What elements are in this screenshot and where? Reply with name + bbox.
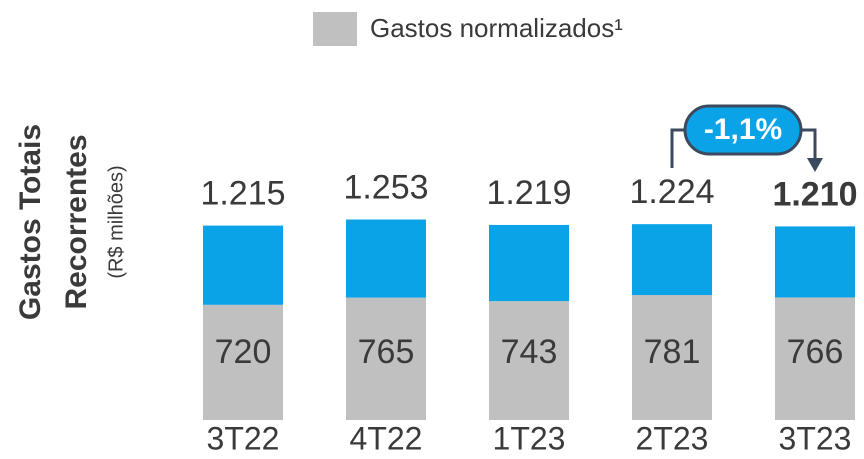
x-tick-label: 3T22 <box>207 420 280 456</box>
segment-label: 766 <box>787 333 844 371</box>
legend-label: Gastos normalizados¹ <box>370 13 623 43</box>
y-title: Gastos Totais <box>14 124 47 320</box>
x-tick-label: 2T23 <box>636 420 709 456</box>
change-label: -1,1% <box>704 113 782 146</box>
bar-segment <box>775 297 855 420</box>
x-tick-label: 4T22 <box>350 420 423 456</box>
total-label: 1.210 <box>772 175 857 213</box>
total-label: 1.253 <box>343 169 428 207</box>
total-label: 1.224 <box>629 173 714 211</box>
bar-segment <box>346 219 426 298</box>
y-title: Recorrentes <box>60 134 93 309</box>
bar-segment <box>632 224 712 296</box>
bar-segment <box>203 304 283 420</box>
segment-label: 781 <box>644 333 701 371</box>
x-tick-label: 3T23 <box>779 420 852 456</box>
change-bracket <box>670 128 817 168</box>
legend-swatch <box>313 12 357 46</box>
total-label: 1.215 <box>200 175 285 213</box>
x-tick-label: 1T23 <box>493 420 566 456</box>
change-arrow <box>807 158 823 172</box>
y-unit: (R$ milhões) <box>105 165 127 278</box>
change-pill <box>683 104 803 156</box>
segment-label: 765 <box>358 333 415 371</box>
bar-segment <box>203 225 283 305</box>
segment-label: 743 <box>501 333 558 371</box>
total-label: 1.219 <box>486 174 571 212</box>
segment-label: 720 <box>215 333 272 371</box>
bar-segment <box>489 224 569 302</box>
bar-segment <box>632 295 712 420</box>
bar-segment <box>346 297 426 420</box>
bar-segment <box>489 301 569 420</box>
bar-segment <box>775 226 855 298</box>
